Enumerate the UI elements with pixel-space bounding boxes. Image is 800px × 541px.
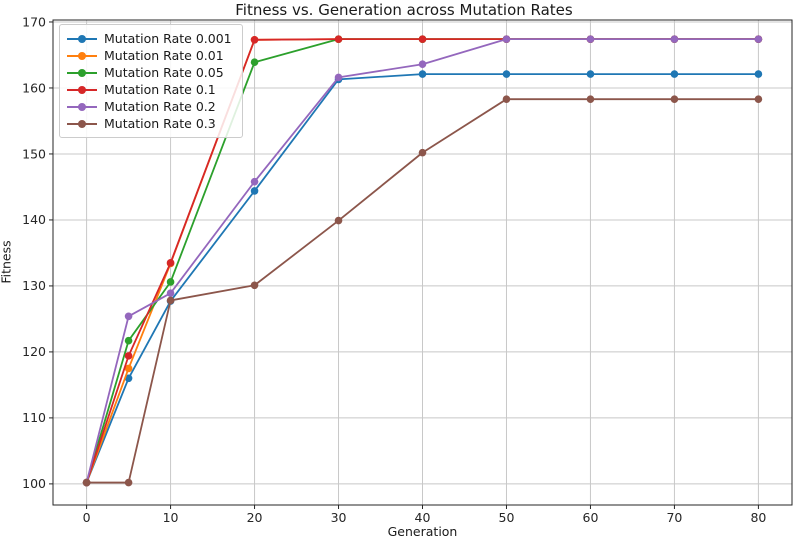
y-tick-label: 100 [22,476,46,491]
data-point-marker [124,312,133,321]
data-point-marker [250,177,259,186]
legend-line-marker-swatch [67,30,97,47]
legend-item-label: Mutation Rate 0.05 [104,65,224,80]
series-line [85,38,759,483]
legend-line-marker-swatch [67,98,97,115]
data-point-marker [502,35,511,43]
y-tick-label: 120 [22,344,46,359]
data-point-marker [334,216,343,225]
y-tick-label: 170 [22,14,46,29]
data-point-marker [124,374,133,383]
data-point-marker [418,70,427,78]
data-point-marker [418,35,427,43]
data-point-marker [334,35,343,43]
data-point-marker [166,278,175,286]
data-point-marker [754,70,763,78]
x-tick-label: 0 [83,510,91,525]
data-point-marker [418,60,427,69]
x-tick-label: 40 [415,510,431,525]
data-point-marker [754,35,763,43]
legend-line-marker-swatch [67,81,97,98]
data-point-marker [754,95,763,103]
data-point-marker [82,478,91,487]
data-point-marker [166,259,175,267]
series-line [85,73,759,483]
axis-ticks [49,21,759,509]
data-point-marker [670,95,679,103]
y-tick-label: 140 [22,212,46,227]
legend-line-marker-swatch [67,115,97,132]
x-axis-label: Generation [387,524,458,539]
data-point-marker [502,95,511,103]
y-tick-label: 110 [22,410,46,425]
legend-item-mutation-rate-0.001: Mutation Rate 0.001 [67,30,232,47]
data-point-marker [586,70,595,78]
data-point-marker [418,148,427,157]
series-mutation-rate-0.2 [82,35,763,487]
data-point-marker [250,35,259,44]
tick-labels: 0 10 20 30 40 50 60 70 80 100 110 120 130 140 150 160 17… [22,14,766,525]
data-point-marker [586,35,595,43]
data-point-marker [250,281,259,290]
data-point-marker [124,364,133,373]
legend-item-label: Mutation Rate 0.001 [104,31,232,46]
legend-item-label: Mutation Rate 0.2 [104,99,216,114]
x-tick-label: 30 [331,510,347,525]
chart-title: Fitness vs. Generation across Mutation R… [235,1,573,19]
data-point-marker [334,73,343,82]
data-point-marker [250,58,259,67]
y-tick-label: 130 [22,278,46,293]
x-tick-label: 80 [750,510,766,525]
data-point-marker [124,478,133,487]
data-point-marker [670,70,679,78]
series-mutation-rate-0.3 [82,95,763,487]
x-tick-label: 20 [247,510,263,525]
data-point-marker [250,187,259,195]
y-tick-label: 160 [22,80,46,95]
legend-item-mutation-rate-0.2: Mutation Rate 0.2 [67,98,232,115]
legend-item-label: Mutation Rate 0.01 [104,48,224,63]
legend-item-mutation-rate-0.01: Mutation Rate 0.01 [67,47,232,64]
data-point-marker [670,35,679,43]
x-tick-label: 50 [499,510,515,525]
data-point-marker [166,296,175,305]
x-tick-label: 60 [583,510,599,525]
legend-item-label: Mutation Rate 0.1 [104,82,216,97]
data-point-marker [166,289,175,297]
data-point-marker [124,352,133,360]
data-point-marker [586,95,595,103]
y-tick-label: 150 [22,146,46,161]
x-tick-label: 70 [666,510,682,525]
legend-item-mutation-rate-0.3: Mutation Rate 0.3 [67,115,232,132]
legend-item-mutation-rate-0.1: Mutation Rate 0.1 [67,81,232,98]
legend-item-label: Mutation Rate 0.3 [104,116,216,131]
data-point-marker [124,336,133,345]
data-point-marker [502,70,511,78]
y-axis-label: Fitness [0,240,14,284]
legend: Mutation Rate 0.001 Mutation Rate 0.01 Mut… [59,24,243,138]
x-tick-label: 10 [163,510,179,525]
legend-line-marker-swatch [67,47,97,64]
series-line [86,98,759,484]
legend-line-marker-swatch [67,64,97,81]
legend-item-mutation-rate-0.05: Mutation Rate 0.05 [67,64,232,81]
